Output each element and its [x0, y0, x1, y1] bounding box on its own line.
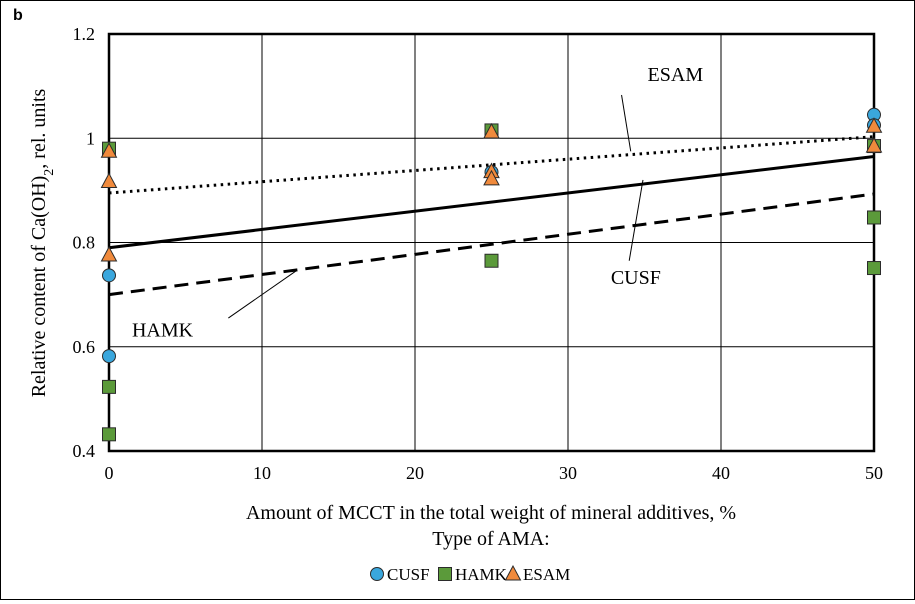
legend-marker-esam — [504, 564, 522, 581]
x-tick-label: 0 — [105, 463, 114, 483]
data-point-esam — [483, 122, 500, 139]
trendline-cusf — [108, 155, 875, 250]
legend-marker-hamk — [438, 567, 452, 581]
x-tick-label: 30 — [559, 463, 577, 483]
trendline-layer — [108, 135, 875, 297]
data-point-esam — [100, 172, 118, 189]
data-point-cusf — [102, 268, 116, 283]
legend-label-esam: ESAM — [523, 565, 570, 584]
annotation-leader-cusf — [628, 179, 644, 261]
plot-area-border — [107, 32, 876, 453]
legend: CUSF HAMK ESAM — [370, 564, 570, 584]
x-tick-label: 50 — [865, 463, 883, 483]
annotation-leader-hamk — [228, 270, 296, 319]
data-point-cusf — [102, 349, 116, 364]
trendline-esam — [108, 135, 875, 195]
data-point-hamk — [102, 379, 116, 394]
data-point-hamk — [867, 261, 881, 276]
y-tick-label: 0.6 — [73, 337, 96, 357]
x-tick-label: 40 — [712, 463, 730, 483]
data-point-hamk — [867, 210, 881, 225]
legend-label-hamk: HAMK — [455, 565, 508, 584]
trendline-hamk — [108, 192, 875, 297]
annotation-layer: ESAM CUSF HAMK — [132, 64, 703, 341]
x-tick-label: 10 — [253, 463, 271, 483]
x-tick-label: 20 — [406, 463, 424, 483]
data-point-esam — [100, 142, 118, 158]
data-point-esam — [483, 169, 500, 186]
grid-layer — [107, 32, 876, 453]
data-point-hamk — [102, 427, 116, 442]
legend-title: Type of AMA: — [432, 528, 549, 550]
y-tick-label: 0.4 — [73, 441, 96, 461]
data-point-esam — [865, 117, 883, 133]
y-tick-label: 0.8 — [73, 233, 96, 253]
annotation-label-hamk: HAMK — [132, 319, 194, 341]
y-tick-label: 1.2 — [73, 24, 96, 44]
annotation-label-esam: ESAM — [648, 64, 704, 86]
y-tick-label: 1 — [86, 128, 95, 148]
annotation-leader-esam — [621, 94, 632, 152]
legend-label-cusf: CUSF — [387, 565, 430, 584]
data-point-layer — [100, 107, 883, 442]
annotation-label-cusf: CUSF — [611, 267, 661, 289]
y-axis-title: Relative content of Ca(OH)2, rel. units — [28, 88, 57, 397]
x-axis-title: Amount of MCCT in the total weight of mi… — [246, 502, 736, 524]
legend-marker-cusf — [370, 567, 384, 581]
data-point-esam — [100, 245, 118, 262]
data-point-esam — [865, 137, 883, 153]
panel-label: b — [13, 7, 23, 24]
data-point-hamk — [484, 253, 499, 268]
tick-label-layer: 0 10 20 30 40 50 0.4 0.6 0.8 1 1.2 — [73, 24, 884, 483]
